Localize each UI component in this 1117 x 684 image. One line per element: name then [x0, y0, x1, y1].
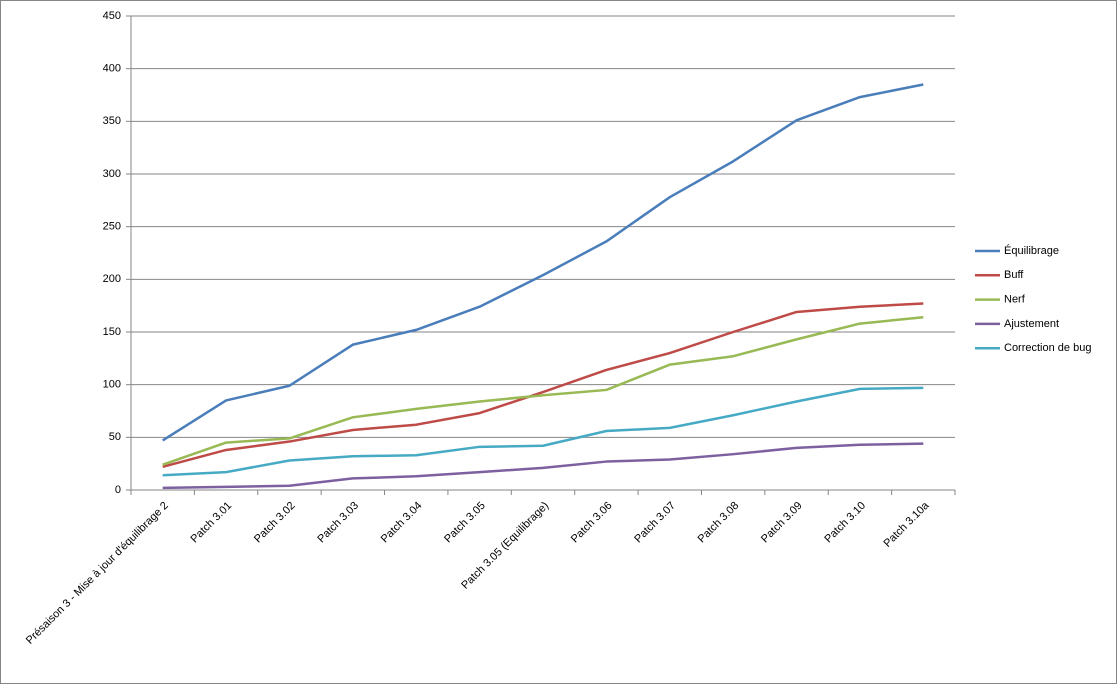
- legend-label: Nerf: [1004, 294, 1026, 306]
- y-tick-label: 200: [103, 273, 121, 285]
- y-tick-label: 0: [115, 484, 121, 496]
- y-tick-label: 300: [103, 168, 121, 180]
- y-tick-label: 150: [103, 326, 121, 338]
- legend-label: Correction de bug: [1004, 342, 1091, 354]
- y-tick-label: 250: [103, 221, 121, 233]
- y-tick-label: 350: [103, 115, 121, 127]
- series-line: [162, 316, 924, 466]
- y-tick-label: 50: [109, 431, 121, 443]
- legend-label: Buff: [1004, 269, 1024, 281]
- legend-label: Équilibrage: [1004, 244, 1059, 257]
- y-tick-label: 100: [103, 379, 121, 391]
- y-tick-label: 450: [103, 10, 121, 22]
- series-line: [162, 83, 924, 442]
- series-line: [162, 302, 924, 469]
- legend-label: Ajustement: [1004, 318, 1059, 330]
- series-line: [162, 442, 924, 490]
- y-tick-label: 400: [103, 63, 121, 75]
- series-line: [162, 386, 924, 477]
